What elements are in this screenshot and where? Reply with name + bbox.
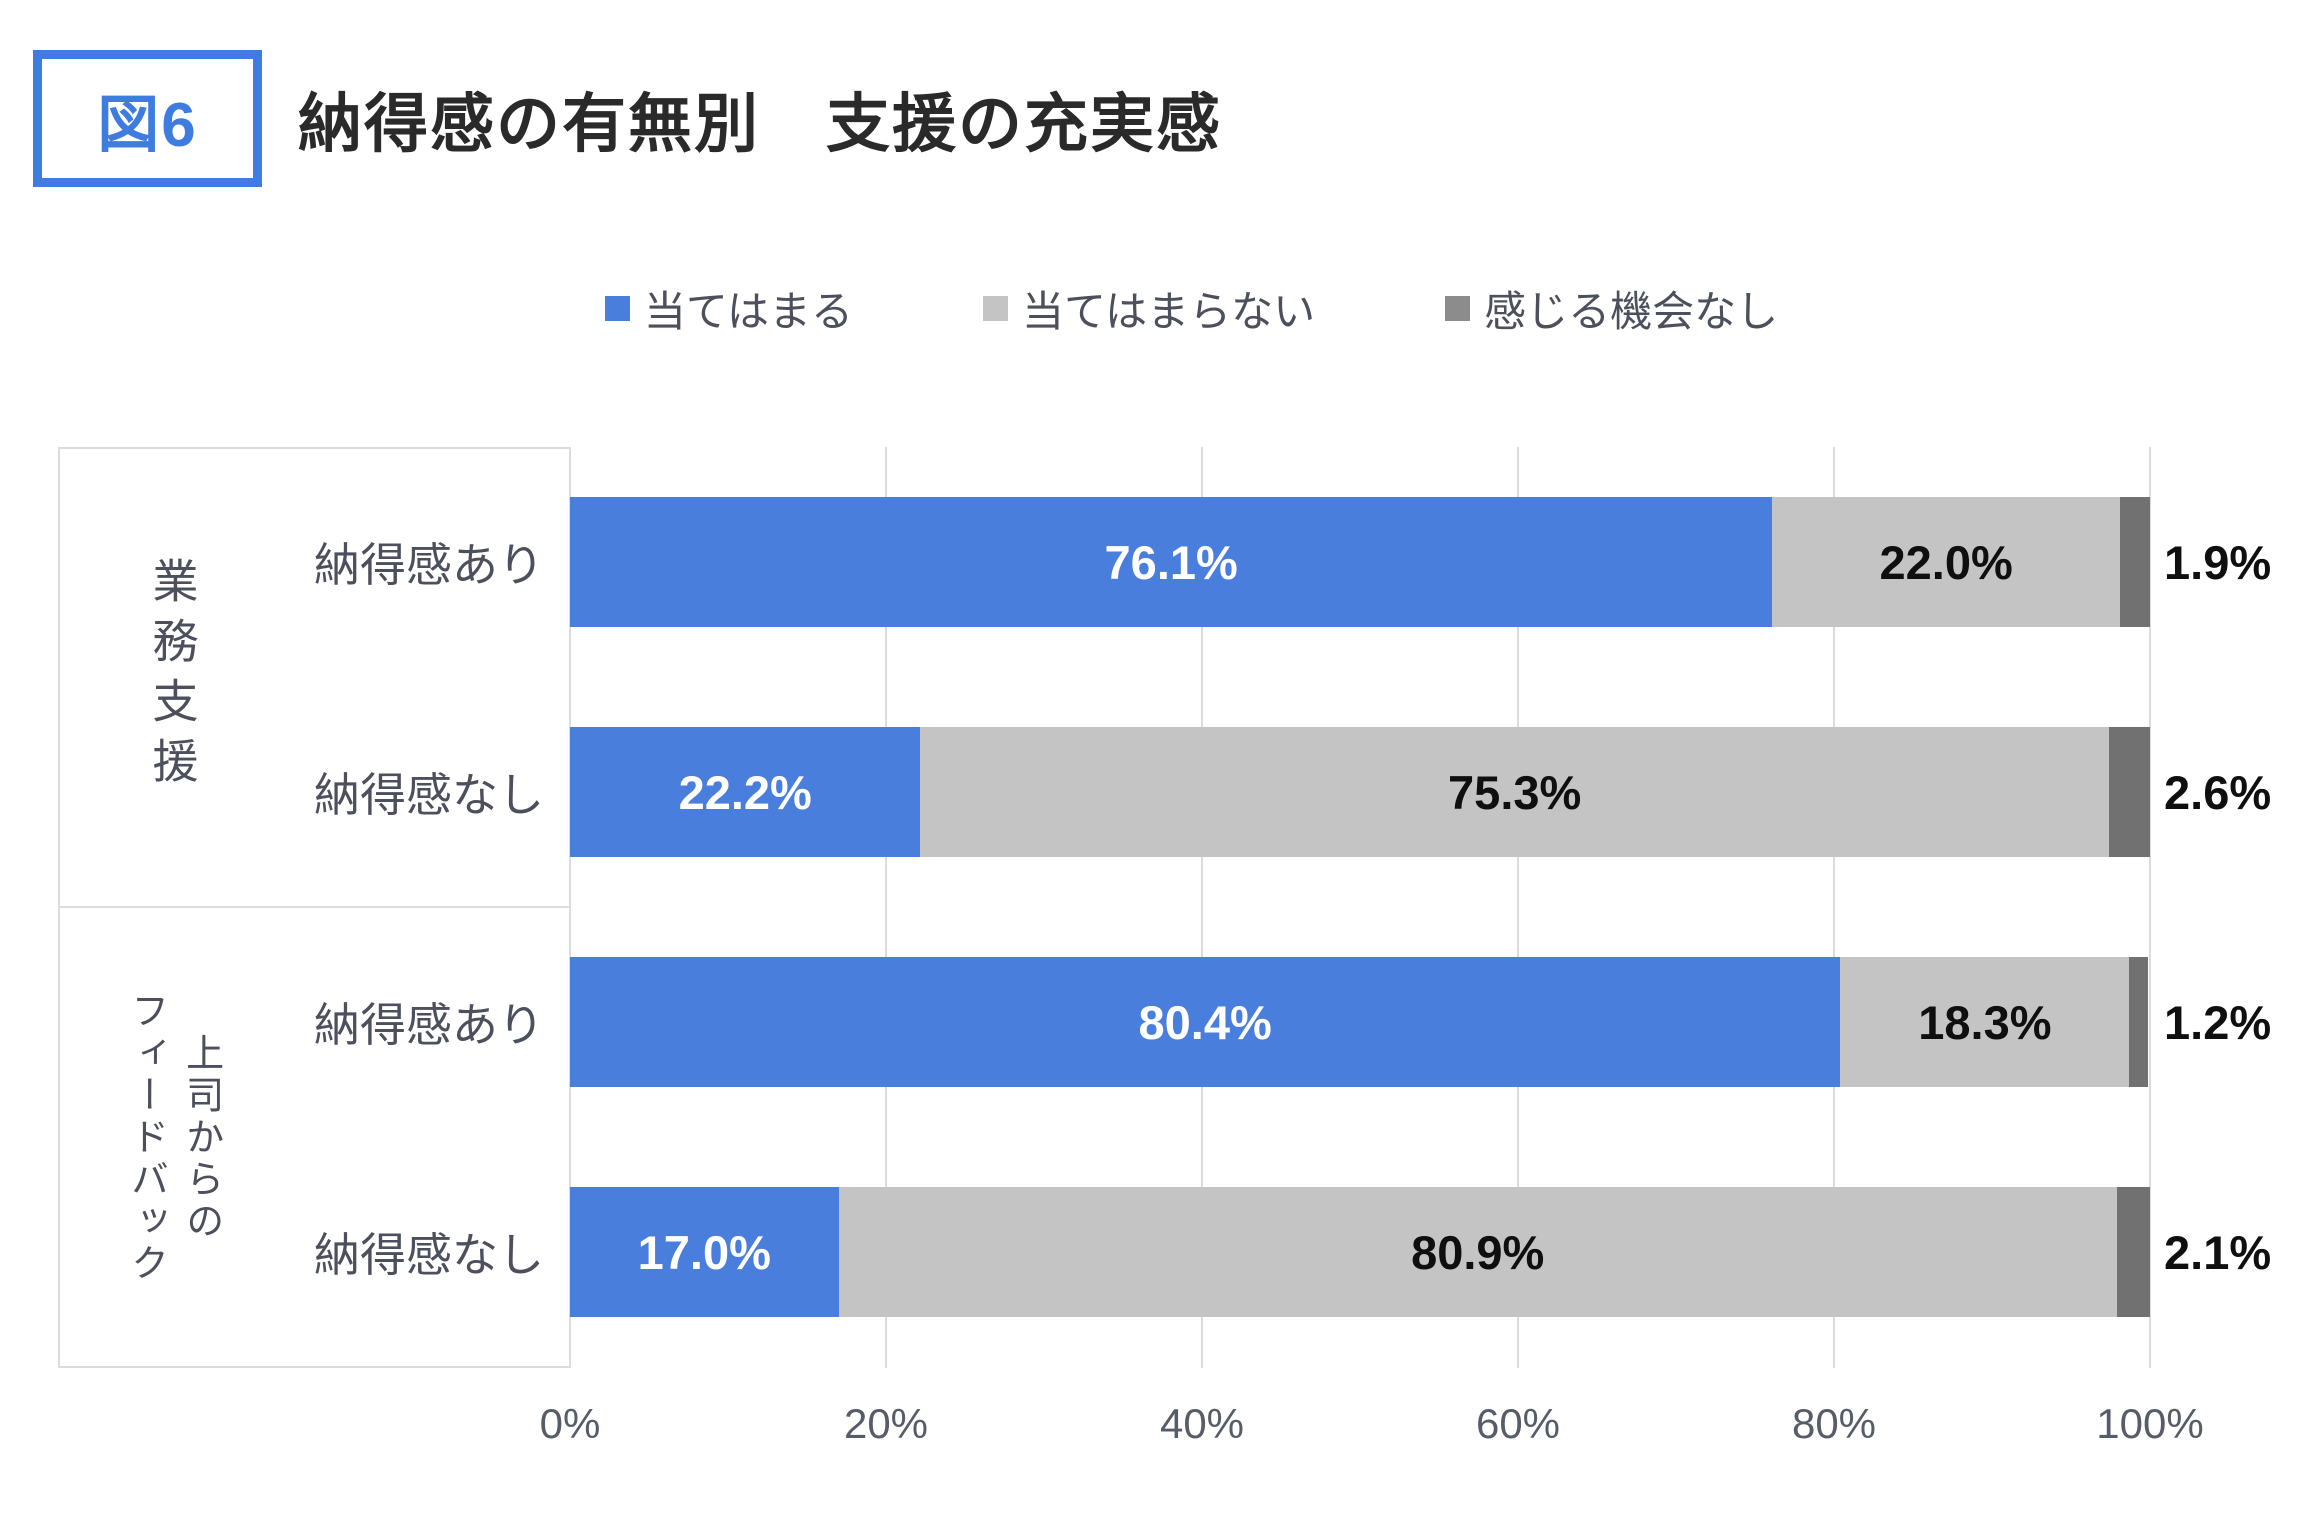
x-tick-label: 0% <box>539 1400 601 1447</box>
bar-row: 17.0% 80.9% 2.1% <box>570 1187 2271 1317</box>
group-label: 業務支援 <box>146 557 199 797</box>
figure-badge: 図6 <box>33 50 262 187</box>
legend-item-agree: 当てはまる <box>604 278 853 339</box>
bar-segment-disagree: 75.3% <box>920 727 2109 857</box>
category-label: 納得感なし <box>314 769 544 821</box>
bar-segment-no-opportunity <box>2108 727 2150 857</box>
x-tick-label: 100% <box>2096 1400 2204 1447</box>
x-tick-label: 80% <box>1791 1400 1877 1447</box>
category-table-divider <box>58 906 571 908</box>
gridline <box>1201 447 1203 1368</box>
bar-segment-agree: 22.2% <box>570 727 921 857</box>
page-title: 納得感の有無別 支援の充実感 <box>298 87 1222 160</box>
legend-item-disagree: 当てはまらない <box>982 278 1316 339</box>
bar-row: 22.2% 75.3% 2.6% <box>570 727 2271 857</box>
group-label: 上司からの フィードバック <box>124 990 222 1285</box>
gridline <box>2149 447 2151 1368</box>
bar-segment-no-opportunity <box>2119 497 2150 627</box>
group-cell-gyomu-shien: 業務支援 <box>58 447 287 907</box>
bar-value-label: 22.2% <box>678 765 812 819</box>
bar-value-label: 75.3% <box>1448 765 1582 819</box>
bar-segment-disagree: 80.9% <box>838 1187 2117 1317</box>
legend-swatch-disagree-icon <box>982 296 1008 321</box>
bar-value-label: 80.4% <box>1138 995 1272 1049</box>
bar-row: 80.4% 18.3% 1.2% <box>570 957 2271 1087</box>
bar-segment-no-opportunity <box>2116 1187 2150 1317</box>
category-label: 納得感なし <box>314 1229 544 1281</box>
bar-value-label: 76.1% <box>1104 535 1238 589</box>
legend-label: 感じる機会なし <box>1484 288 1779 335</box>
outside-value-label: 2.1% <box>2164 1225 2272 1279</box>
x-axis: 0% 20% 40% 60% 80% 100% <box>540 1400 2204 1456</box>
category-label: 納得感あり <box>314 539 544 591</box>
outside-value-label: 1.9% <box>2164 535 2272 589</box>
bar-segment-agree: 76.1% <box>570 497 1773 627</box>
legend-item-no-opportunity: 感じる機会なし <box>1445 278 1778 339</box>
bar-segment-agree: 80.4% <box>570 957 1841 1087</box>
legend-swatch-agree-icon <box>604 296 630 321</box>
plot-area: 76.1% 22.0% 1.9% 22.2% 75.3% 2.6% 80.4% 18.3% 1.… <box>569 447 2271 1368</box>
bar-value-label: 17.0% <box>637 1225 771 1279</box>
bar-value-label: 18.3% <box>1918 995 2052 1049</box>
bar-value-label: 80.9% <box>1411 1225 1545 1279</box>
bar-segment-no-opportunity <box>2129 957 2149 1087</box>
category-label: 納得感あり <box>314 999 544 1051</box>
bar-segment-disagree: 22.0% <box>1772 497 2120 627</box>
gridline <box>885 447 887 1368</box>
gridline <box>569 447 571 1368</box>
outside-value-label: 2.6% <box>2164 765 2272 819</box>
chart-legend: 当てはまる 当てはまらない 感じる機会なし <box>40 278 2303 339</box>
group-cell-joshi-feedback: 上司からの フィードバック <box>58 907 287 1368</box>
legend-label: 当てはまる <box>643 288 853 335</box>
legend-swatch-no-opportunity-icon <box>1445 296 1471 321</box>
gridline <box>1517 447 1519 1368</box>
outside-value-label: 1.2% <box>2164 995 2272 1049</box>
bar-segment-disagree: 18.3% <box>1840 957 2130 1087</box>
figure-badge-label: 図6 <box>97 90 198 160</box>
bar-row: 76.1% 22.0% 1.9% <box>570 497 2271 627</box>
legend-label: 当てはまらない <box>1021 288 1316 335</box>
x-tick-label: 20% <box>843 1400 929 1447</box>
gridline <box>1833 447 1835 1368</box>
x-tick-label: 60% <box>1475 1400 1561 1447</box>
x-tick-label: 40% <box>1159 1400 1245 1447</box>
bar-value-label: 22.0% <box>1879 535 2013 589</box>
bar-segment-agree: 17.0% <box>570 1187 839 1317</box>
